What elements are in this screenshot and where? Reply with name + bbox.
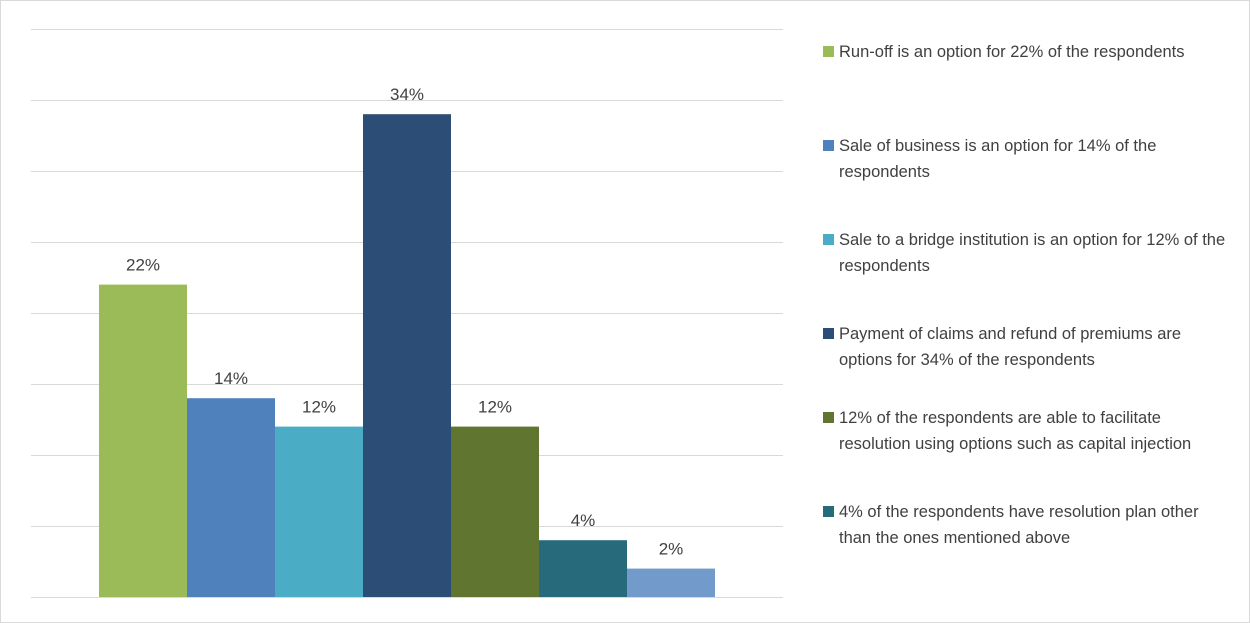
legend-item-run-off: Run-off is an option for 22% of the resp… (823, 39, 1233, 133)
data-label: 12% (302, 398, 336, 417)
legend-swatch (823, 328, 834, 339)
bar-chart: 22% 14% 12% 34% 12% 4% 2% (31, 29, 783, 598)
bar (187, 398, 275, 597)
legend-swatch (823, 46, 834, 57)
data-label: 34% (390, 85, 424, 104)
legend-label: Payment of claims and refund of premiums… (839, 325, 1182, 369)
legend-swatch (823, 506, 834, 517)
data-label: 22% (126, 256, 160, 275)
legend-item-capital-injection: 12% of the respondents are able to facil… (823, 405, 1233, 499)
bar (451, 426, 539, 597)
bar (363, 114, 451, 597)
legend-item-payment-of-claims: Payment of claims and refund of premiums… (823, 321, 1233, 405)
chart-legend: Run-off is an option for 22% of the resp… (823, 39, 1233, 551)
legend-swatch (823, 234, 834, 245)
bar (627, 568, 715, 597)
data-label: 2% (659, 540, 684, 559)
legend-label: 4% of the respondents have resolution pl… (839, 503, 1199, 547)
data-label: 14% (214, 369, 248, 388)
bar (99, 284, 187, 597)
legend-label: Sale of business is an option for 14% of… (839, 137, 1157, 181)
legend-item-other-plan: 4% of the respondents have resolution pl… (823, 499, 1233, 551)
legend-item-sale-of-business: Sale of business is an option for 14% of… (823, 133, 1233, 227)
bar (275, 426, 363, 597)
bar (539, 540, 627, 597)
legend-label: Run-off is an option for 22% of the resp… (839, 43, 1185, 61)
legend-swatch (823, 140, 834, 151)
data-label: 12% (478, 398, 512, 417)
legend-swatch (823, 412, 834, 423)
data-label: 4% (571, 511, 596, 530)
legend-label: 12% of the respondents are able to facil… (839, 409, 1192, 453)
legend-label: Sale to a bridge institution is an optio… (839, 231, 1226, 275)
legend-item-bridge-institution: Sale to a bridge institution is an optio… (823, 227, 1233, 321)
